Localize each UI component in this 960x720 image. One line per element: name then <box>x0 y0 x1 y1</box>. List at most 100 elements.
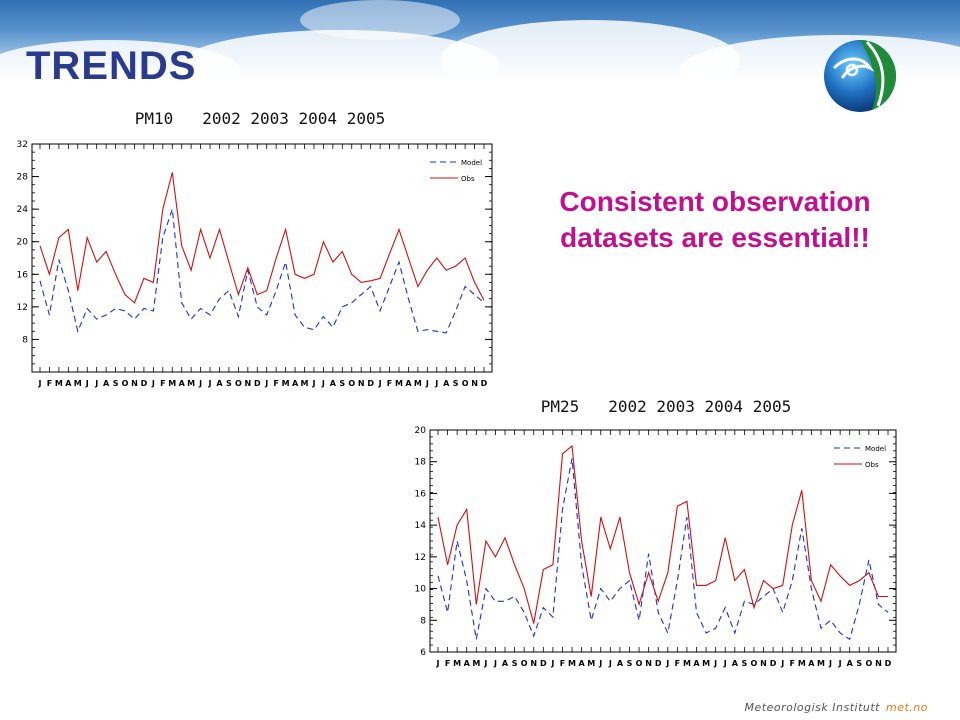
x-tick-label: J <box>665 659 669 668</box>
y-tick-label: 32 <box>17 140 28 150</box>
x-tick-label: J <box>713 659 717 668</box>
x-tick-label: J <box>311 379 315 388</box>
cloud-shape <box>300 0 460 40</box>
key-message: Consistent observation datasets are esse… <box>520 184 910 256</box>
x-tick-label: J <box>723 659 727 668</box>
y-tick-label: 28 <box>17 173 29 183</box>
x-tick-label: J <box>483 659 487 668</box>
x-tick-label: M <box>282 379 290 388</box>
x-tick-label: N <box>244 379 251 388</box>
series-line-model <box>39 208 485 334</box>
x-tick-label: D <box>885 659 892 668</box>
chart-title: PM10 2002 2003 2004 2005 <box>135 109 385 128</box>
x-tick-label: A <box>732 659 739 668</box>
x-tick-label: J <box>780 659 784 668</box>
message-line-1: Consistent observation <box>559 186 871 217</box>
x-tick-label: M <box>55 379 63 388</box>
sky-banner <box>0 0 960 105</box>
x-tick-label: S <box>512 659 518 668</box>
y-tick-label: 14 <box>415 521 427 531</box>
x-tick-label: N <box>530 659 537 668</box>
x-tick-label: M <box>168 379 176 388</box>
x-tick-label: J <box>94 379 98 388</box>
x-tick-label: A <box>617 659 624 668</box>
y-tick-label: 18 <box>415 458 427 468</box>
x-tick-label: O <box>636 659 643 668</box>
x-tick-label: O <box>865 659 872 668</box>
x-tick-label: F <box>273 379 278 388</box>
y-tick-label: 20 <box>415 426 427 436</box>
x-tick-label: S <box>339 379 345 388</box>
plot-frame <box>429 429 897 653</box>
x-tick-label: J <box>264 379 268 388</box>
x-tick-label: J <box>38 379 42 388</box>
x-tick-label: A <box>292 379 299 388</box>
x-tick-label: N <box>760 659 767 668</box>
x-tick-label: S <box>226 379 232 388</box>
cloud-shape <box>680 35 960 105</box>
x-tick-label: J <box>425 379 429 388</box>
x-tick-label: D <box>655 659 662 668</box>
x-tick-label: F <box>445 659 450 668</box>
y-tick-label: 16 <box>17 270 29 280</box>
x-tick-label: A <box>405 379 412 388</box>
x-tick-label: J <box>828 659 832 668</box>
y-tick-label: 6 <box>420 648 426 658</box>
x-tick-label: A <box>443 379 450 388</box>
met-no-globe-icon <box>824 40 897 112</box>
x-tick-label: A <box>464 659 471 668</box>
x-tick-label: A <box>65 379 72 388</box>
y-tick-label: 8 <box>420 616 426 626</box>
x-tick-label: M <box>702 659 710 668</box>
x-tick-label: A <box>216 379 223 388</box>
x-tick-label: J <box>321 379 325 388</box>
y-tick-label: 12 <box>17 303 28 313</box>
x-tick-label: M <box>472 659 480 668</box>
x-tick-label: M <box>301 379 309 388</box>
x-tick-label: N <box>471 379 478 388</box>
y-tick-label: 12 <box>415 553 426 563</box>
x-tick-label: J <box>208 379 212 388</box>
x-tick-label: S <box>453 379 459 388</box>
x-tick-label: D <box>254 379 261 388</box>
pm25-chart: PM25 2002 2003 2004 2005 6 8 10 12 14 16 18 20 J… <box>415 397 897 668</box>
series-line-obs <box>39 172 485 304</box>
x-tick-label: N <box>875 659 882 668</box>
x-tick-label: S <box>627 659 633 668</box>
x-tick-label: J <box>198 379 202 388</box>
footer-org: Meteorologisk Institutt <box>744 701 880 714</box>
x-tick-label: D <box>367 379 374 388</box>
x-tick-label: A <box>502 659 509 668</box>
x-tick-label: F <box>160 379 165 388</box>
x-tick-label: S <box>113 379 119 388</box>
x-tick-label: F <box>387 379 392 388</box>
x-tick-label: O <box>122 379 129 388</box>
y-tick-label: 8 <box>22 335 28 345</box>
x-tick-label: M <box>587 659 595 668</box>
legend-label: Model <box>865 445 886 453</box>
y-tick-label: 20 <box>17 238 29 248</box>
x-tick-label: O <box>462 379 469 388</box>
legend-label: Model <box>461 159 482 167</box>
x-tick-label: M <box>568 659 576 668</box>
x-tick-label: A <box>103 379 110 388</box>
x-tick-label: A <box>808 659 815 668</box>
x-tick-label: J <box>436 659 440 668</box>
x-tick-label: N <box>131 379 138 388</box>
x-tick-label: M <box>414 379 422 388</box>
legend-label: Obs <box>865 461 879 469</box>
x-tick-label: O <box>235 379 242 388</box>
x-tick-label: J <box>608 659 612 668</box>
x-tick-label: F <box>560 659 565 668</box>
x-tick-label: N <box>358 379 365 388</box>
y-tick-label: 10 <box>415 585 427 595</box>
x-tick-label: M <box>453 659 461 668</box>
x-tick-label: A <box>330 379 337 388</box>
x-tick-label: N <box>645 659 652 668</box>
x-tick-label: A <box>693 659 700 668</box>
x-tick-label: J <box>838 659 842 668</box>
footer-credit: Meteorologisk Institutt met.no <box>745 701 928 714</box>
x-tick-label: O <box>348 379 355 388</box>
x-tick-label: J <box>378 379 382 388</box>
x-tick-label: M <box>798 659 806 668</box>
